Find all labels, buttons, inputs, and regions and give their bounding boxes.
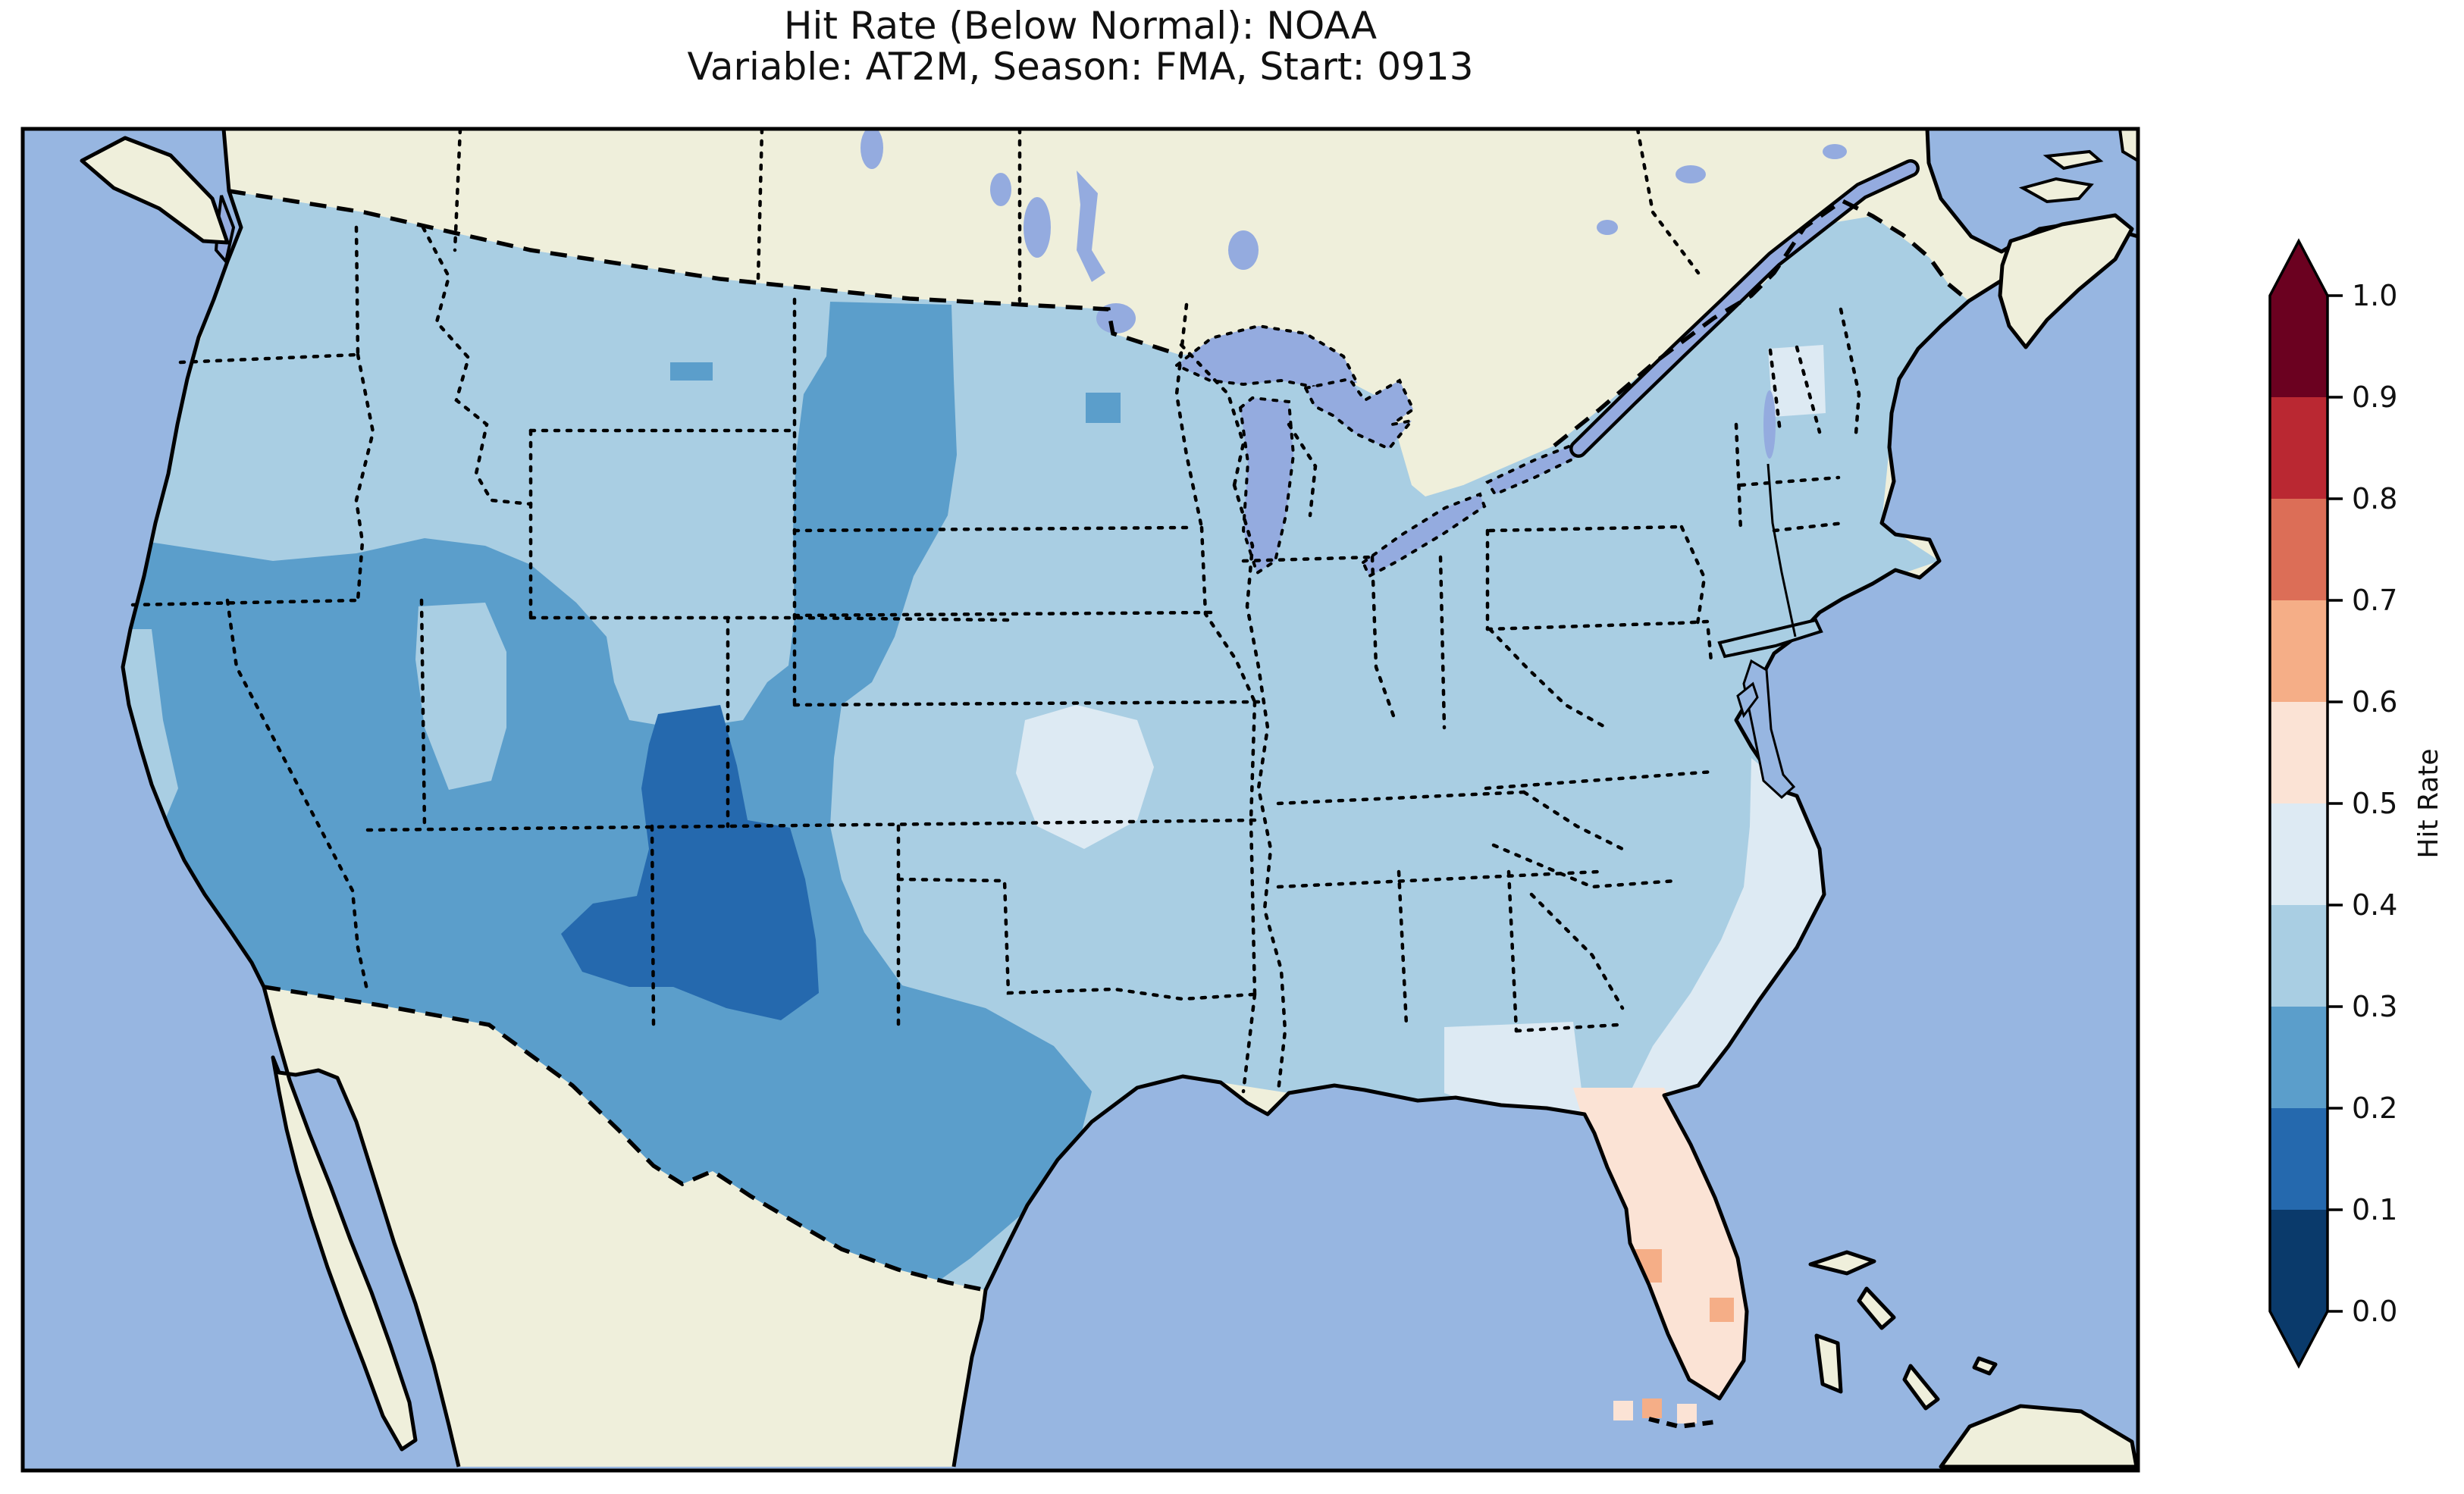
colorbar-segment-0.6-0.7 [2270,600,2328,702]
pocket-central-utah-0.3-0.4 [415,603,506,790]
lake-superior [1174,324,1360,390]
hudson-river [1766,463,1797,637]
newfoundland-corner [2118,129,2138,163]
lake-erie [1361,492,1487,578]
mexico-border [263,985,986,1292]
colorbar-segment-0.3-0.4 [2270,905,2328,1007]
cell-keys-east-0.5-0.6 [1677,1404,1697,1424]
strip-southeast-coast-0.4-0.5 [1629,758,1824,1095]
canada-border-east [1553,198,1970,448]
colorbar-tick-label-0.5: 0.5 [2352,787,2397,820]
cell-east-florida-0.6-0.7 [1710,1298,1734,1322]
small-cay [1972,1356,1998,1376]
cell-minnesota-0.2-0.3 [1086,393,1121,423]
pocket-central-kansas-0.4-0.5 [1016,705,1154,849]
map-frame [20,127,2140,1473]
lake-huron [1303,377,1416,451]
colorbar-segment-0.9-1.0 [2270,296,2328,397]
caribbean-islands [1808,1250,2138,1469]
colorbar-tick-label-0.4: 0.4 [2352,888,2397,922]
colorbar-segment-0.2-0.3 [2270,1007,2328,1108]
colorbar-tick-label-0.2: 0.2 [2352,1092,2397,1125]
colorbar: 1.0 0.9 0.8 0.7 0.6 0.5 0.4 0.3 0.2 0.1 … [2268,238,2444,1369]
pocket-south-georgia-alabama-0.4-0.5 [1444,1022,1585,1114]
colorbar-segment-0.8-0.9 [2270,397,2328,499]
florida-keys [1648,1417,1716,1430]
nova-scotia [1998,213,2134,349]
exuma [1902,1364,1940,1411]
pocket-vermont-0.4-0.5 [1768,345,1826,417]
cell-keys-west-0.5-0.6 [1613,1401,1633,1420]
colorbar-tick-label-0.8: 0.8 [2352,482,2397,515]
grand-bahama [1808,1250,1876,1276]
great-lakes [1174,324,1578,578]
delaware-bay [1736,681,1759,719]
region-florida-0.5-0.6 [1573,1088,1747,1398]
state-borders [130,129,1861,1094]
colorbar-tick-label-0.1: 0.1 [2352,1193,2397,1226]
colorbar-tick-label-0.0: 0.0 [2352,1295,2397,1328]
colorbar-segment-0.0-0.1 [2270,1210,2328,1311]
prince-edward-island [2018,177,2094,204]
colorbar-tick-labels: 1.0 0.9 0.8 0.7 0.6 0.5 0.4 0.3 0.2 0.1 … [2352,279,2397,1328]
anticosti-island [2042,149,2104,171]
cell-montana-0.2-0.3 [670,362,713,381]
cell-keys-mid-0.6-0.7 [1642,1398,1662,1418]
colorbar-title: Hit Rate [2413,748,2444,858]
andros [1814,1333,1843,1394]
figure-title-line1: Hit Rate (Below Normal): NOAA [783,4,1378,48]
lake-michigan [1238,396,1296,576]
eleuthera [1857,1286,1896,1330]
colorbar-extend-under-arrow [2270,1311,2328,1366]
colorbar-tick-label-0.6: 0.6 [2352,685,2397,719]
colorbar-tick-label-0.3: 0.3 [2352,990,2397,1023]
st-lawrence-river [1572,162,1917,455]
lake-ontario [1485,443,1578,496]
figure-title-line2: Variable: AT2M, Season: FMA, Start: 0913 [687,45,1474,89]
colorbar-tick-label-0.7: 0.7 [2352,584,2397,617]
colorbar-segment-0.7-0.8 [2270,499,2328,600]
vancouver-island [80,136,230,245]
coastline [121,129,2138,1467]
colorbar-ticks [2328,294,2343,1313]
colorbar-segment-0.5-0.6 [2270,702,2328,803]
colorbar-tick-label-0.9: 0.9 [2352,381,2397,414]
colorbar-extend-over-arrow [2270,241,2328,296]
colorbar-tick-label-1.0: 1.0 [2352,279,2397,312]
colorbar-segment-0.1-0.2 [2270,1108,2328,1210]
region-four-corners-0.1-0.2 [561,705,819,1020]
canada-border [228,189,1180,357]
colorbar-segment-0.4-0.5 [2270,803,2328,905]
long-island [1717,618,1823,659]
